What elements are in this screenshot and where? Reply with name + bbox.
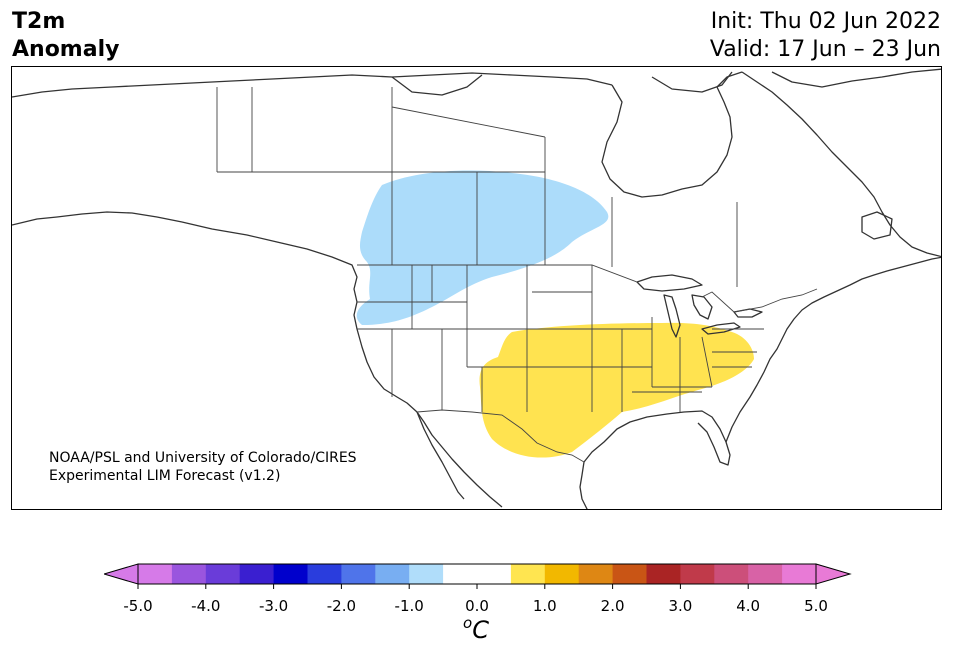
arctic-island-2 xyxy=(651,71,733,93)
colorbar-over-arrow xyxy=(815,563,852,585)
colorbar-bin xyxy=(748,564,783,584)
pacific-coastline xyxy=(12,211,503,508)
title-line-2: Anomaly xyxy=(12,37,120,62)
canada-territory-lines xyxy=(251,87,546,172)
colorbar-bin xyxy=(443,564,478,584)
us-canada-border xyxy=(357,264,638,283)
lake-huron xyxy=(691,294,713,320)
us-state-lines xyxy=(357,265,764,412)
colorbar xyxy=(104,563,852,589)
colorbar-bin xyxy=(138,564,173,584)
unit-letter: C xyxy=(472,616,489,644)
colorbar-tick-label: 2.0 xyxy=(600,597,625,615)
colorbar-tick-label: 5.0 xyxy=(804,597,828,615)
colorbar-tick-label: -3.0 xyxy=(258,597,289,615)
init-date: Init: Thu 02 Jun 2022 xyxy=(710,9,941,34)
colorbar-tick-label: 3.0 xyxy=(668,597,693,615)
colorbar-tick-label: -5.0 xyxy=(123,597,153,615)
colorbar-bin xyxy=(239,564,275,584)
colorbar-under-arrow xyxy=(104,563,139,585)
colorbar-bin xyxy=(477,564,512,584)
colorbar-bin xyxy=(544,564,580,584)
data-credit: NOAA/PSL and University of Colorado/CIRE… xyxy=(49,449,357,485)
lake-michigan xyxy=(663,294,681,338)
colorbar-bin xyxy=(680,564,715,584)
colorbar-bin xyxy=(409,564,444,584)
forecast-dates: Init: Thu 02 Jun 2022 Valid: 17 Jun – 23… xyxy=(710,8,941,64)
colorbar-unit: oC xyxy=(463,614,489,644)
us-canada-border-east xyxy=(701,288,818,313)
lake-superior xyxy=(636,274,703,292)
baja-peninsula xyxy=(416,411,465,500)
colorbar-bin xyxy=(375,564,410,584)
colorbar-bin xyxy=(782,564,817,584)
arctic-island-3 xyxy=(771,68,941,88)
colorbar-bin xyxy=(510,564,546,584)
us-mexico-border xyxy=(416,409,585,463)
mexico-gulf-coast xyxy=(579,461,588,509)
valid-range: Valid: 17 Jun – 23 Jun xyxy=(709,37,941,62)
credit-line-2: Experimental LIM Forecast (v1.2) xyxy=(49,468,281,484)
map-canvas xyxy=(12,68,941,509)
colorbar-tick-label: -1.0 xyxy=(394,597,424,615)
unit-degree: o xyxy=(463,614,473,632)
colorbar-bin xyxy=(612,564,647,584)
lake-ontario xyxy=(733,308,763,318)
canada-province-lines xyxy=(217,137,738,287)
title-line-1: T2m xyxy=(12,9,66,34)
arctic-coastline xyxy=(12,72,613,98)
colorbar-bin xyxy=(205,564,241,584)
colorbar-tick-label: 1.0 xyxy=(532,597,557,615)
colorbar-bin xyxy=(341,564,376,584)
atlantic-coastline xyxy=(725,256,941,443)
colorbar-bin xyxy=(714,564,749,584)
map-panel: NOAA/PSL and University of Colorado/CIRE… xyxy=(11,66,942,510)
lake-erie xyxy=(701,322,741,335)
colorbar-tick-label: 4.0 xyxy=(736,597,761,615)
colorbar-bin xyxy=(646,564,681,584)
colorbar-bin xyxy=(273,564,308,584)
labrador-coast xyxy=(741,71,941,258)
credit-line-1: NOAA/PSL and University of Colorado/CIRE… xyxy=(49,450,357,466)
colorbar-bin xyxy=(307,564,342,584)
colorbar-bin xyxy=(171,564,207,584)
colorbar-tick-label: -2.0 xyxy=(326,597,357,615)
newfoundland xyxy=(861,211,893,240)
colorbar-tick-label: 0.0 xyxy=(465,597,489,615)
colorbar-bin xyxy=(578,564,614,584)
hudson-bay xyxy=(601,71,743,198)
colorbar-tick-label: -4.0 xyxy=(191,597,221,615)
arctic-island-1 xyxy=(391,74,483,96)
gulf-coastline xyxy=(583,410,731,466)
warm-anomaly-south-central xyxy=(479,322,754,458)
map-title: T2m Anomaly xyxy=(12,8,119,64)
